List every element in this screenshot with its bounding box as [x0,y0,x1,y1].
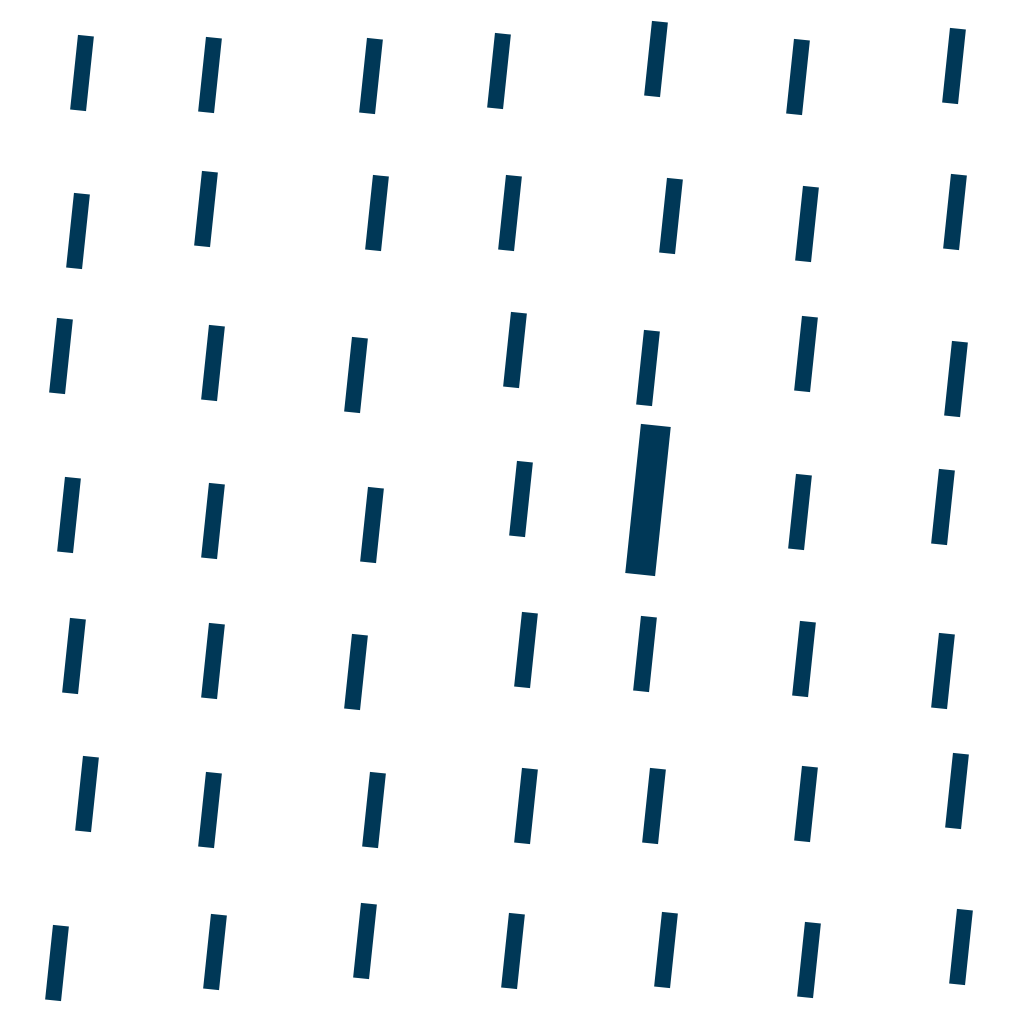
distractor-bar-r3-c1 [49,317,73,395]
distractor-bar-r6-c2 [198,771,222,849]
distractor-bar-r4-c4 [509,460,533,538]
distractor-bar-r3-c3 [344,336,368,414]
distractor-bar-r3-c7 [944,340,968,418]
distractor-bar-r3-c2 [201,324,225,402]
distractor-bar-r5-c2 [201,622,225,700]
distractor-bar-r3-c6 [794,315,818,393]
distractor-bar-r3-c5 [636,329,660,407]
distractor-bar-r1-c1 [70,34,94,112]
distractor-bar-r6-c3 [362,771,386,849]
distractor-bar-r6-c6 [794,765,818,843]
distractor-bar-r4-c6 [788,473,812,551]
distractor-bar-r2-c2 [194,170,218,248]
distractor-bar-r1-c3 [359,37,383,115]
distractor-bar-r7-c4 [501,912,525,990]
distractor-bar-r7-c2 [203,913,227,991]
distractor-bar-r2-c1 [66,192,90,270]
distractor-bar-r2-c4 [498,174,522,252]
distractor-bar-r2-c3 [365,174,389,252]
distractor-bar-r2-c7 [943,173,967,251]
distractor-bar-r6-c4 [514,767,538,845]
distractor-bar-r1-c2 [198,36,222,114]
distractor-bar-r6-c1 [75,755,99,833]
distractor-bar-r7-c7 [949,908,973,986]
distractor-bar-r7-c5 [654,911,678,989]
distractor-bar-r5-c3 [344,633,368,711]
distractor-bar-r7-c6 [797,921,821,999]
distractor-bar-r7-c1 [45,924,69,1002]
distractor-bar-r5-c6 [792,620,816,698]
distractor-bar-r1-c4 [487,32,511,110]
distractor-bar-r5-c4 [514,611,538,689]
distractor-bar-r3-c4 [503,311,527,389]
distractor-bar-r1-c6 [786,38,810,116]
distractor-bar-r7-c3 [353,902,377,980]
distractor-bar-r1-c7 [942,27,966,105]
distractor-bar-r4-c7 [931,468,955,546]
distractor-bar-r4-c2 [201,482,225,560]
distractor-bar-r5-c5 [633,615,657,693]
distractor-bar-r1-c5 [644,20,668,98]
distractor-bar-r6-c7 [945,752,969,830]
distractor-bar-r6-c5 [642,767,666,845]
distractor-bar-r5-c1 [62,617,86,695]
distractor-bar-r5-c7 [931,632,955,710]
target-bar [625,423,671,577]
distractor-bar-r4-c3 [360,486,384,564]
distractor-bar-r2-c6 [795,185,819,263]
distractor-bar-r2-c5 [659,177,683,255]
distractor-bar-r4-c1 [57,476,81,554]
